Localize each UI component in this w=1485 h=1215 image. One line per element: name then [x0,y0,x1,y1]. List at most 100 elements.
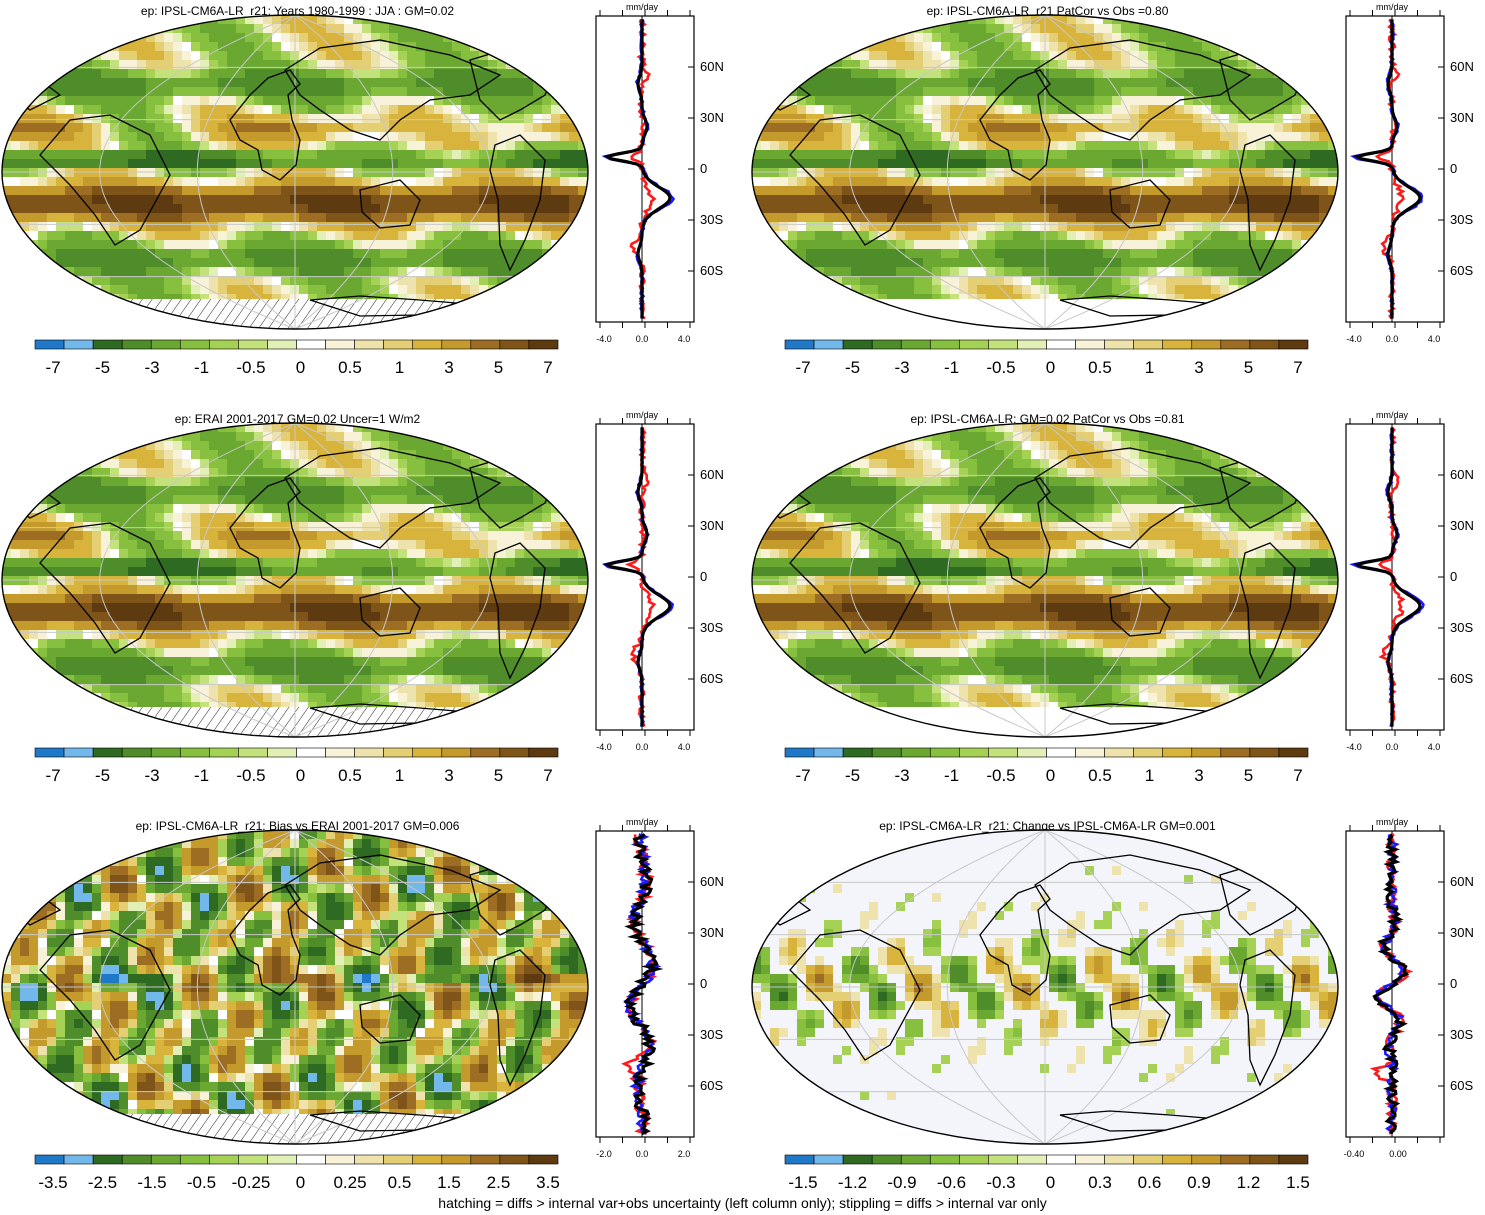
colorbar-swatch [325,339,355,350]
colorbar: -7 -5 -3 -1 -0.5 0 0.5 1 3 5 7 [34,339,559,377]
colorbar-swatch [988,1154,1018,1165]
colorbar-label: 0.5 [1088,766,1112,785]
colorbar-swatch [813,747,844,758]
colorbar-label: -0.5 [187,1173,216,1192]
zonal-profile: mm/day -4.0 0.0 4.0 60N 30N 0 30S 60S [595,2,724,344]
colorbar-swatch [92,1154,123,1165]
latitude-label: 30N [1450,925,1474,940]
colorbar-swatch [929,1154,960,1165]
latitude-label: 0 [700,976,707,991]
latitude-label: 60N [700,59,724,74]
latitude-label: 60N [1450,874,1474,889]
zonal-profile: mm/day -2.0 0.0 2.0 60N 30N 0 30S 60S [595,817,724,1159]
profile-tick-label: 0.0 [1386,742,1399,752]
colorbar-swatch [470,339,501,350]
colorbar-label: -1 [194,358,209,377]
colorbar-swatch [1046,747,1076,758]
colorbar-swatch [412,1154,443,1165]
latitude-label: 60N [700,874,724,889]
profile-tick-label: 2.0 [678,1149,691,1159]
colorbar-swatch [1075,339,1105,350]
colorbar: -7 -5 -3 -1 -0.5 0 0.5 1 3 5 7 [34,747,559,785]
colorbar-swatch [1249,1154,1280,1165]
colorbar-swatch [900,747,931,758]
colorbar-swatch [238,339,268,350]
latitude-label: 60S [1450,263,1473,278]
colorbar-label: -2.5 [88,1173,117,1192]
colorbar-label: -7 [45,766,60,785]
colorbar-swatch [121,1154,152,1165]
latitude-label: 0 [1450,161,1457,176]
coastlines [758,447,1306,725]
colorbar-label: -3 [894,358,909,377]
colorbar-swatch [150,339,181,350]
colorbar-swatch [34,339,65,350]
colorbar-swatch [1162,339,1193,350]
colorbar-swatch [813,339,844,350]
colorbar-label: 7 [543,358,552,377]
colorbar-swatch [929,747,960,758]
colorbar-swatch [499,747,530,758]
colorbar-swatch [34,1154,65,1165]
latitude-label: 30S [1450,212,1473,227]
colorbar-label: 0.9 [1187,1173,1211,1192]
colorbar-swatch [784,747,815,758]
colorbar-label: 1.5 [1286,1173,1310,1192]
colorbar-swatch [959,747,989,758]
colorbar-swatch [988,339,1018,350]
colorbar-label: 1 [395,766,404,785]
colorbar-label: -0.5 [986,766,1015,785]
panel-graphic: mm/day -4.0 0.0 4.0 60N 30N 0 30S 60S -7 -5 -3 -1 -0.… [1,410,724,785]
latitude-label: 60S [700,671,723,686]
colorbar-swatch [528,339,559,350]
latitude-label: 30N [700,925,724,940]
latitude-label: 30N [1450,518,1474,533]
colorbar-swatch [871,747,902,758]
latitude-label: 30S [1450,1027,1473,1042]
map-title: ep: ERAI 2001-2017 GM=0.02 Uncer=1 W/m2 [174,412,421,426]
world-map [1,14,589,330]
colorbar-label: -5 [845,766,860,785]
colorbar-label: -3 [144,766,159,785]
contour-field [752,423,1338,737]
colorbar-label: -5 [845,358,860,377]
zonal-profile: mm/day -4.0 0.0 4.0 60N 30N 0 30S 60S [1345,410,1474,752]
colorbar-swatch [325,1154,355,1165]
profile-unit-label: mm/day [626,410,659,420]
colorbar-label: -0.25 [232,1173,271,1192]
colorbar-swatch [296,747,326,758]
colorbar-swatch [441,339,472,350]
colorbar-swatch [1075,1154,1105,1165]
map-title: ep: IPSL-CM6A-LR_r21 PatCor vs Obs =0.80 [926,4,1169,18]
panel-p1: ep: IPSL-CM6A-LR_r21: Years 1980-1999 : … [0,0,735,400]
colorbar-swatch [1220,1154,1251,1165]
map-title: ep: IPSL-CM6A-LR_r21: Years 1980-1999 : … [140,4,455,18]
colorbar-swatch [842,747,873,758]
colorbar-swatch [1133,747,1164,758]
colorbar-label: -0.5 [236,766,265,785]
colorbar-swatch [1249,339,1280,350]
colorbar-swatch [121,339,152,350]
map-title: ep: IPSL-CM6A-LR_r21: Change vs IPSL-CM6… [879,819,1216,833]
colorbar-swatch [1104,747,1134,758]
colorbar-swatch [63,747,94,758]
colorbar-label: -0.3 [986,1173,1015,1192]
colorbar-swatch [1249,747,1280,758]
latitude-label: 30S [700,212,723,227]
colorbar-label: 0 [296,1173,305,1192]
latitude-label: 60N [1450,467,1474,482]
world-map [1,829,589,1145]
colorbar-swatch [1046,1154,1076,1165]
latitude-label: 30S [700,620,723,635]
colorbar-label: -1 [944,766,959,785]
world-map [1,422,589,738]
colorbar-swatch [383,1154,414,1165]
profile-tick-label: 0.0 [636,742,649,752]
colorbar-swatch [150,1154,181,1165]
colorbar-swatch [238,1154,268,1165]
colorbar-swatch [412,747,443,758]
panel-p6: ep: IPSL-CM6A-LR_r21: Change vs IPSL-CM6… [750,815,1485,1215]
colorbar-swatch [209,339,239,350]
colorbar-swatch [871,339,902,350]
profile-tick-label: 4.0 [1428,742,1441,752]
